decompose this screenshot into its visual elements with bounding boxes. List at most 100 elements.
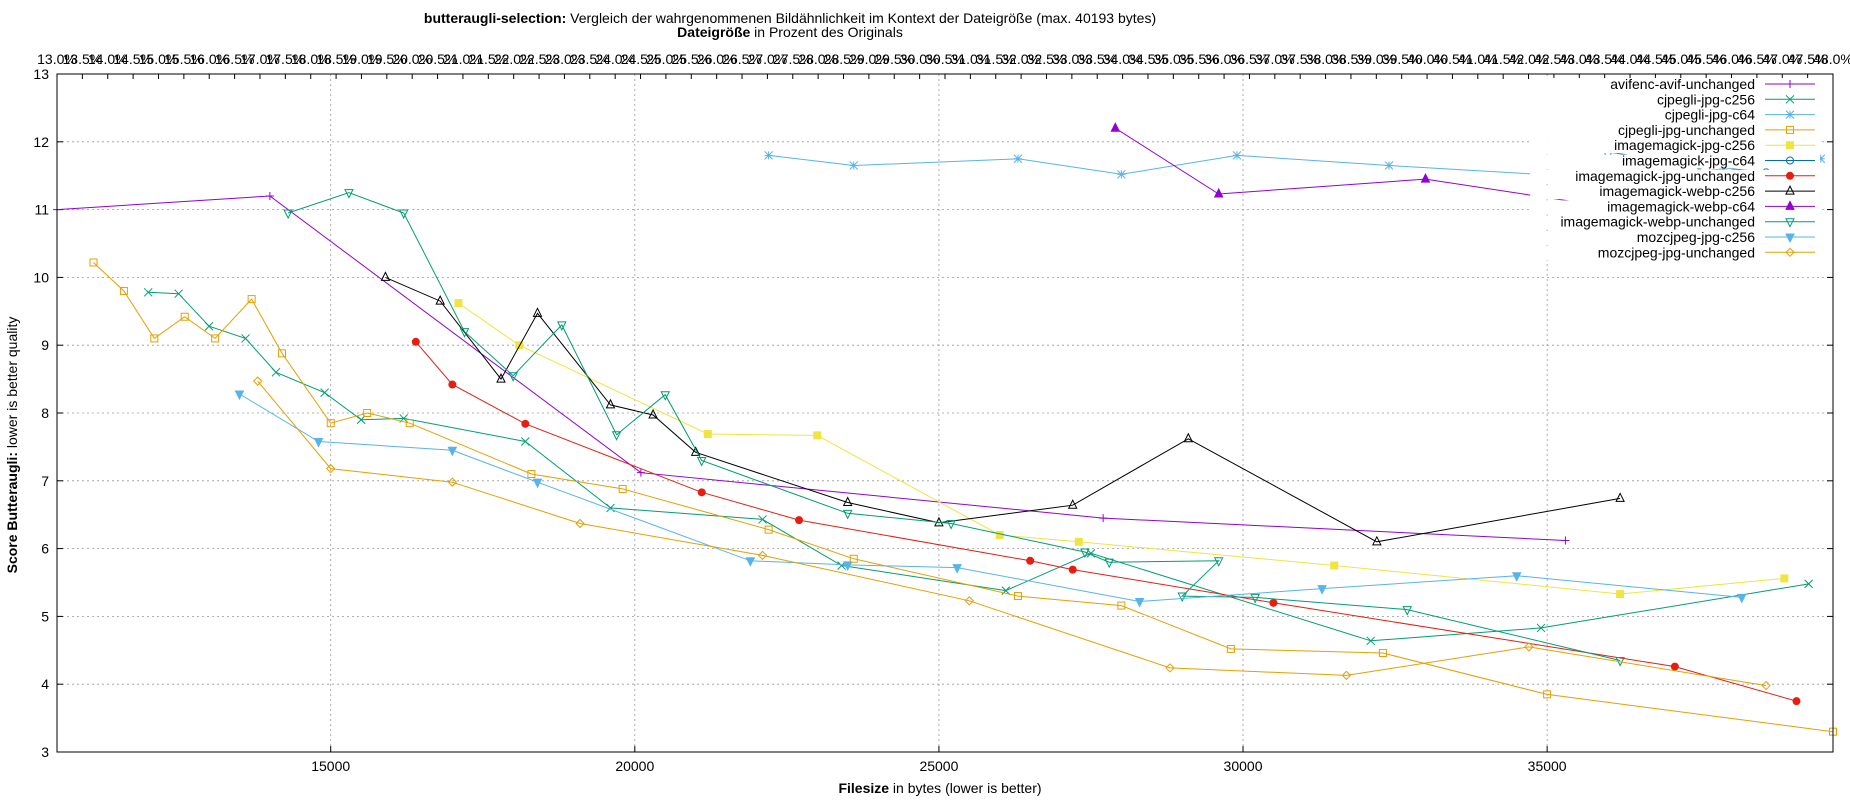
data-point (1402, 606, 1413, 616)
series-mozcjpeg-jpg-unchanged (253, 376, 1771, 691)
data-point (1134, 597, 1145, 608)
data-point (1785, 218, 1795, 228)
legend: avifenc-avif-unchangedcjpegli-jpg-c256cj… (1530, 76, 1820, 261)
legend-item: imagemagick-webp-c64 (1530, 198, 1820, 215)
series-line (93, 262, 1834, 733)
data-point (1104, 558, 1115, 569)
data-point (764, 151, 773, 160)
y-tick-label: 3 (41, 744, 49, 760)
data-point (842, 496, 853, 506)
x2-tick-label: 18.0% (291, 51, 331, 67)
y-tick-label: 4 (41, 676, 49, 692)
x2-tick-label: 31.5% (976, 51, 1016, 67)
data-point (1317, 585, 1327, 595)
y-tick-label: 8 (41, 405, 49, 421)
legend-item: cjpegli-jpg-unchanged (1530, 122, 1820, 138)
data-point (1785, 110, 1795, 119)
data-point (1001, 586, 1011, 595)
series-line (257, 380, 1767, 687)
x2-tick-label: 37.0% (1255, 51, 1295, 67)
data-point (411, 337, 420, 346)
x2-tick-label: 39.5% (1382, 51, 1422, 67)
series-mozcjpeg-jpg-c256 (234, 390, 1747, 608)
data-point (758, 515, 767, 524)
legend-label: cjpegli-jpg-unchanged (1618, 122, 1755, 138)
legend-label: mozcjpeg-jpg-c256 (1637, 229, 1755, 245)
x2-tick-label: 48.0% (1813, 51, 1850, 67)
data-point (150, 334, 159, 343)
legend-label: imagemagick-webp-c256 (1599, 183, 1755, 199)
data-point (1615, 492, 1625, 502)
x2-tick-label: 23.0% (545, 51, 585, 67)
data-point (496, 372, 506, 383)
x2-tick-label: 47.5% (1788, 51, 1828, 67)
data-point (813, 431, 822, 440)
series-imagemagick-webp-unchanged (283, 189, 1625, 667)
y-tick-label: 10 (33, 269, 49, 285)
data-point (1117, 169, 1126, 179)
x2-tick-label: 20.5% (418, 51, 458, 67)
data-point (527, 470, 536, 479)
legend-bg (1530, 93, 1820, 108)
data-point (1785, 200, 1795, 210)
x2-tick-label: 14.0% (88, 51, 128, 67)
legend-bg (1530, 154, 1820, 169)
data-point (283, 209, 293, 220)
data-point (1524, 642, 1534, 652)
x2-tick-label: 20.0% (392, 51, 432, 67)
data-point (398, 209, 409, 220)
data-point (447, 446, 458, 457)
data-point (363, 409, 372, 417)
legend-bg (1530, 108, 1820, 123)
data-point (952, 564, 962, 574)
series-cjpegli-jpg-c256 (143, 287, 1814, 646)
legend-bg (1530, 215, 1820, 230)
legend-bg (1530, 169, 1820, 184)
data-point (448, 380, 457, 389)
y-tick-label: 6 (41, 541, 49, 557)
data-point (234, 390, 245, 401)
x2-tick-label: 43.5% (1585, 51, 1625, 67)
x2-tick-label: 33.0% (1052, 51, 1092, 67)
data-point (405, 419, 414, 428)
series-line (239, 393, 1742, 603)
data-point (1117, 601, 1126, 610)
series-line (56, 195, 1566, 541)
data-point (1804, 579, 1814, 589)
data-point (557, 321, 567, 331)
data-point (1420, 172, 1431, 183)
x2-tick-label: 14.5% (113, 51, 153, 67)
legend-item: avifenc-avif-unchanged (1530, 76, 1820, 92)
x2-tick-label: 16.0% (189, 51, 229, 67)
legend-label: cjpegli-jpg-c64 (1665, 107, 1755, 123)
data-point (265, 192, 274, 201)
data-point (1250, 593, 1260, 604)
data-point (313, 437, 324, 448)
data-point (1110, 122, 1121, 132)
data-point (611, 431, 622, 441)
x-tick-label: 15000 (311, 758, 350, 774)
x2-tick-label: 17.0% (240, 51, 280, 67)
x-tick-label: 20000 (615, 758, 654, 774)
data-point (1785, 233, 1795, 244)
data-point (247, 295, 256, 304)
x2-tick-label: 28.5% (824, 51, 864, 67)
x2-tick-label: 28.0% (798, 51, 838, 67)
data-point (618, 484, 627, 493)
data-point (1786, 141, 1794, 150)
legend-item: mozcjpeg-jpg-c256 (1530, 229, 1820, 245)
x-axis-label: Filesize in bytes (lower is better) (838, 780, 1041, 796)
data-point (703, 430, 712, 439)
x2-tick-label: 27.5% (773, 51, 813, 67)
y-tick-label: 9 (41, 337, 49, 353)
legend-bg (1530, 123, 1820, 138)
legend-bg (1530, 200, 1820, 215)
data-point (1366, 636, 1376, 646)
data-point (1786, 80, 1794, 88)
x2-tick-label: 31.0% (951, 51, 991, 67)
data-point (1013, 592, 1022, 601)
x2-tick-label: 13.0% (37, 51, 77, 67)
data-point (636, 468, 645, 477)
data-point (119, 286, 128, 295)
